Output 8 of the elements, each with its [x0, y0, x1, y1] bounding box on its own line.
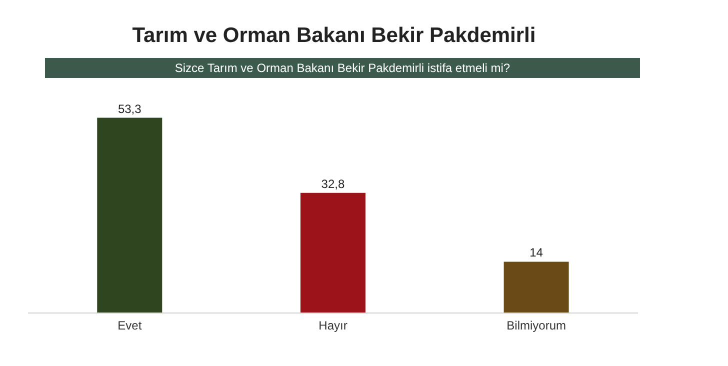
x-tick-label: Hayır: [318, 318, 348, 333]
data-label: 53,3: [118, 102, 142, 116]
data-label: 14: [530, 246, 544, 260]
chart-subtitle: Sizce Tarım ve Orman Bakanı Bekir Pakdemirli istifa etmeli mi?: [45, 58, 640, 78]
x-tick-label: Evet: [118, 318, 142, 333]
data-label: 32,8: [321, 176, 345, 191]
x-tick-label: Bilmiyorum: [506, 318, 566, 333]
chart-title: Tarım ve Orman Bakanı Bekir Pakdemirli: [131, 23, 537, 48]
